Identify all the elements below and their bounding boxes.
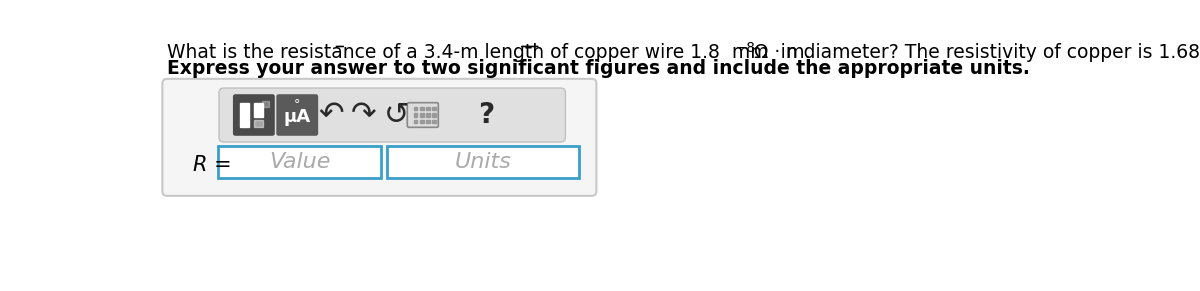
Text: μA: μA — [283, 108, 311, 125]
FancyBboxPatch shape — [233, 94, 275, 136]
Text: Ω · m.: Ω · m. — [748, 43, 810, 62]
Bar — [254, 120, 263, 127]
Bar — [426, 107, 430, 110]
Bar — [420, 120, 424, 123]
FancyBboxPatch shape — [162, 79, 596, 196]
Bar — [254, 103, 263, 116]
Bar — [218, 146, 380, 178]
Text: ?: ? — [479, 101, 494, 129]
Text: ↺: ↺ — [384, 100, 409, 129]
Text: What is the resistance of a 3.4-m length of copper wire 1.8  mm  in diameter? Th: What is the resistance of a 3.4-m length… — [167, 43, 1200, 62]
FancyBboxPatch shape — [407, 103, 438, 127]
Text: ↶: ↶ — [319, 100, 344, 129]
FancyBboxPatch shape — [218, 88, 565, 142]
Bar — [426, 120, 430, 123]
Text: Value: Value — [269, 152, 330, 172]
Bar — [388, 146, 580, 178]
Text: −8: −8 — [736, 41, 755, 55]
Bar — [420, 107, 424, 110]
Text: °: ° — [294, 98, 300, 111]
Bar — [262, 101, 269, 107]
Bar — [414, 113, 418, 116]
Bar — [432, 113, 436, 116]
Bar — [240, 103, 250, 127]
Bar — [432, 107, 436, 110]
Bar — [432, 120, 436, 123]
Bar — [414, 107, 418, 110]
Text: R =: R = — [193, 155, 232, 175]
Bar — [420, 113, 424, 116]
Text: Express your answer to two significant figures and include the appropriate units: Express your answer to two significant f… — [167, 59, 1030, 78]
FancyBboxPatch shape — [276, 94, 318, 136]
Text: ↷: ↷ — [352, 100, 377, 129]
Bar — [426, 113, 430, 116]
Bar — [414, 120, 418, 123]
Text: Units: Units — [455, 152, 511, 172]
